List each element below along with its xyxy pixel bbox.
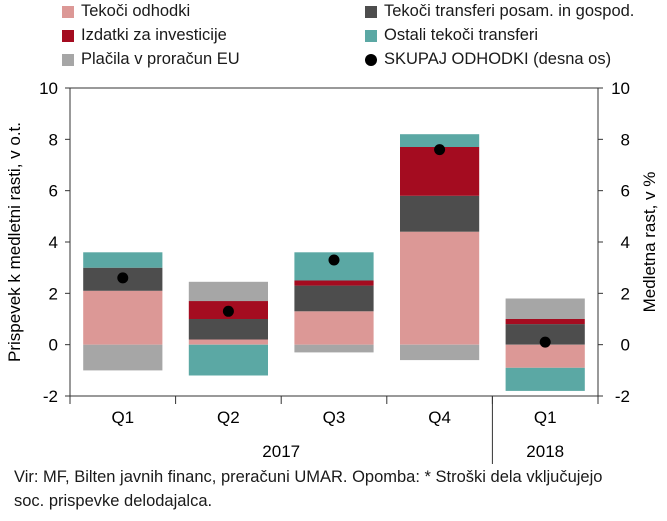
- legend-swatch: [365, 5, 377, 18]
- total-point: [222, 305, 234, 317]
- bar-segment: [188, 344, 268, 376]
- legend-item-ostali-tekoci-transferi: Ostali tekoči transferi: [365, 26, 538, 45]
- legend-item-skupaj-odhodki: SKUPAJ ODHODKI (desna os): [365, 50, 611, 69]
- bar-segment: [294, 280, 374, 286]
- x-tick-label: Q2: [217, 408, 240, 427]
- y-right-tick-label: 2: [621, 284, 630, 303]
- bar-segment: [188, 319, 268, 340]
- bar-segment: [505, 367, 585, 391]
- bar-segment: [188, 281, 268, 302]
- y-right-tick-label: 4: [621, 233, 630, 252]
- y-tick-label: 0: [49, 336, 58, 355]
- bar-segment: [188, 339, 268, 345]
- bar-segment: [505, 344, 585, 368]
- bar-segment: [400, 147, 480, 196]
- legend-label: Tekoči transferi posam. in gospod.: [384, 2, 635, 20]
- y-right-axis-title: Medletna rast, v %: [640, 172, 659, 313]
- y-axis-title: Prispevek k medletni rasti, v o.t.: [5, 122, 24, 362]
- y-right-tick-label: 10: [611, 79, 630, 98]
- legend-item-placila-eu: Plačila v proračun EU: [62, 50, 240, 69]
- legend-swatch: [62, 29, 74, 42]
- y-right-tick-label: 0: [621, 336, 630, 355]
- bar-segment: [505, 319, 585, 325]
- y-tick-label: -2: [43, 387, 58, 406]
- legend-swatch: [62, 5, 74, 18]
- total-point: [434, 144, 446, 156]
- total-point: [539, 336, 551, 348]
- bar-segment: [83, 290, 163, 345]
- legend-label: Plačila v proračun EU: [81, 50, 240, 68]
- x-tick-label: Q3: [323, 408, 346, 427]
- bar-segment: [294, 311, 374, 345]
- y-tick-label: 8: [49, 130, 58, 149]
- bar-segment: [505, 324, 585, 345]
- x-tick-label: Q1: [534, 408, 557, 427]
- legend-dot-marker: [365, 53, 377, 66]
- bar-segment: [400, 344, 480, 361]
- legend-item-tekoci-odhodki: Tekoči odhodki: [62, 2, 190, 21]
- year-group-label: 2018: [526, 442, 564, 461]
- bar-segment: [294, 344, 374, 353]
- bar-segment: [400, 134, 480, 147]
- total-point: [328, 254, 340, 266]
- total-point: [117, 272, 129, 284]
- y-right-tick-label: 8: [621, 130, 630, 149]
- y-tick-label: 2: [49, 284, 58, 303]
- legend-label: Ostali tekoči transferi: [384, 26, 539, 44]
- bar-segment: [505, 298, 585, 319]
- x-tick-label: Q4: [428, 408, 451, 427]
- legend-label: SKUPAJ ODHODKI (desna os): [384, 50, 612, 68]
- bar-segment: [83, 252, 163, 268]
- y-right-tick-label: -2: [615, 387, 630, 406]
- x-tick-label: Q1: [111, 408, 134, 427]
- legend-swatch: [62, 53, 74, 66]
- legend-item-izdatki-za-investicije: Izdatki za investicije: [62, 26, 227, 45]
- legend-label: Tekoči odhodki: [81, 2, 191, 20]
- bar-segment: [400, 195, 480, 232]
- chart-legend: Tekoči odhodki Izdatki za investicije Pl…: [0, 0, 667, 78]
- legend-label: Izdatki za investicije: [81, 26, 227, 44]
- year-group-label: 2017: [262, 442, 300, 461]
- legend-swatch: [365, 29, 377, 42]
- y-tick-label: 10: [39, 79, 58, 98]
- legend-item-tekoci-transferi: Tekoči transferi posam. in gospod.: [365, 2, 634, 21]
- y-right-tick-label: 6: [621, 182, 630, 201]
- y-tick-label: 4: [49, 233, 58, 252]
- y-tick-label: 6: [49, 182, 58, 201]
- bar-segment: [83, 344, 163, 371]
- bar-segment: [400, 231, 480, 345]
- bar-segment: [294, 285, 374, 312]
- source-note: Vir: MF, Bilten javnih financ, preračuni…: [14, 468, 603, 510]
